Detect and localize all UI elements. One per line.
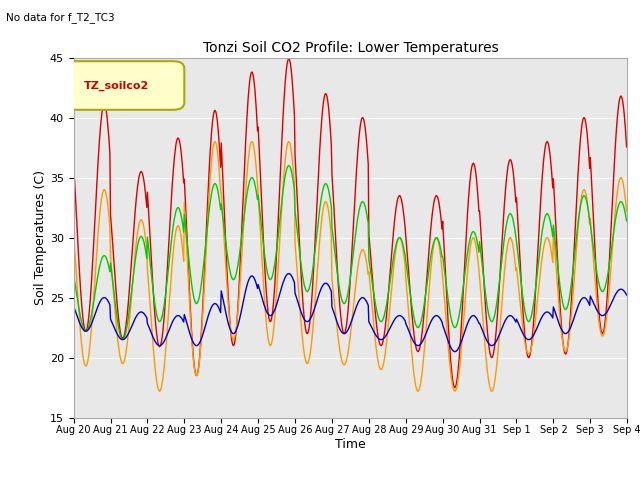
- FancyBboxPatch shape: [65, 61, 184, 110]
- Text: No data for f_T2_TC3: No data for f_T2_TC3: [6, 12, 115, 23]
- Text: TZ_soilco2: TZ_soilco2: [84, 81, 149, 91]
- Y-axis label: Soil Temperatures (C): Soil Temperatures (C): [34, 170, 47, 305]
- X-axis label: Time: Time: [335, 438, 366, 451]
- Title: Tonzi Soil CO2 Profile: Lower Temperatures: Tonzi Soil CO2 Profile: Lower Temperatur…: [202, 41, 499, 55]
- Legend: Open -8cm, Tree -8cm, Open -16cm, Tree -16cm: Open -8cm, Tree -8cm, Open -16cm, Tree -…: [142, 476, 559, 480]
